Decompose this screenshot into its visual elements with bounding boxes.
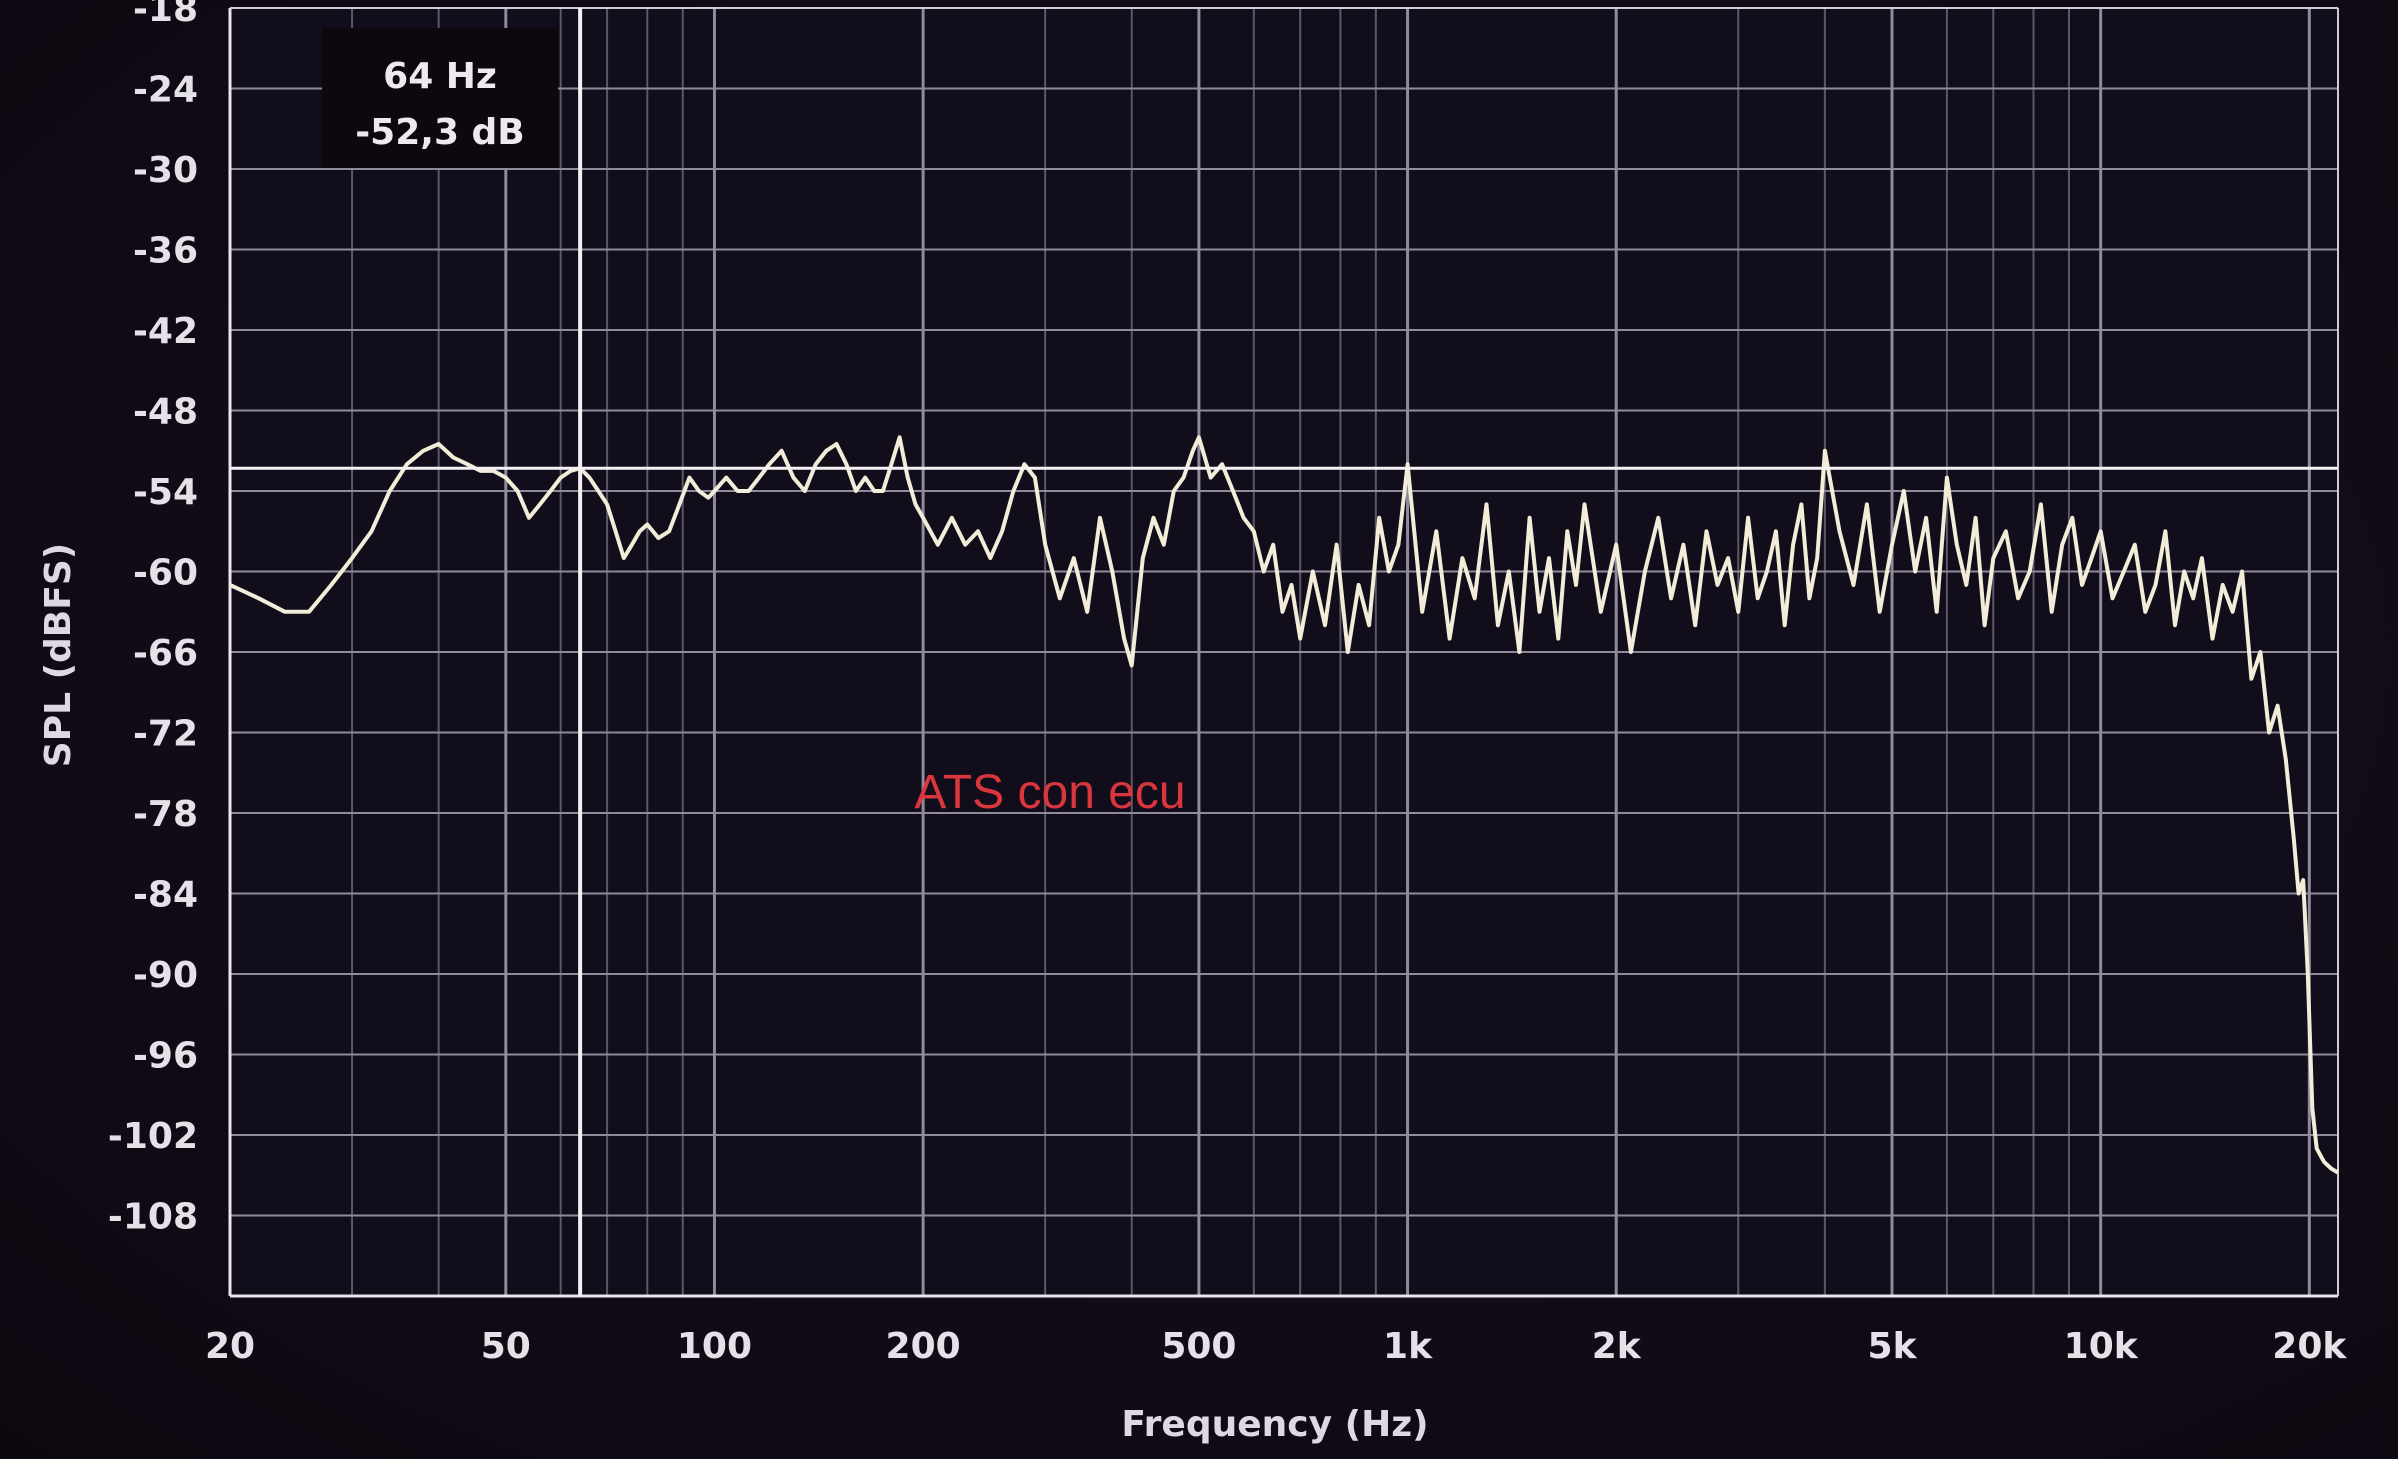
y-tick-label: -54 xyxy=(133,472,198,513)
cursor-level-readout: -52,3 dB xyxy=(355,112,525,153)
x-tick-label: 5k xyxy=(1868,1326,1918,1367)
y-tick-label: -72 xyxy=(133,714,198,755)
x-tick-label: 500 xyxy=(1161,1326,1236,1367)
x-axis-label: Frequency (Hz) xyxy=(1121,1404,1428,1445)
y-tick-label: -24 xyxy=(133,70,198,111)
x-tick-label: 1k xyxy=(1383,1326,1433,1367)
y-tick-label: -42 xyxy=(133,311,198,352)
x-tick-label: 100 xyxy=(677,1326,752,1367)
y-tick-label: -60 xyxy=(133,553,198,594)
chart-annotation: ATS con ecu xyxy=(914,766,1185,819)
y-tick-label: -36 xyxy=(133,231,198,272)
x-tick-label: 2k xyxy=(1592,1326,1642,1367)
response-series-line xyxy=(229,435,2340,1175)
cursor-readout-box xyxy=(322,28,558,168)
x-tick-label: 200 xyxy=(886,1326,961,1367)
y-tick-label: -84 xyxy=(133,875,198,916)
y-tick-label: -96 xyxy=(133,1036,198,1077)
x-tick-label: 20k xyxy=(2272,1326,2347,1367)
y-tick-label: -30 xyxy=(133,150,198,191)
y-tick-labels: -18 -24 -30 -36 -42 -48 -54 -60 -66 -72 -78 -84 -90 -… xyxy=(108,0,198,1238)
y-tick-label: -90 xyxy=(133,955,198,996)
y-axis-label: SPL (dBFS) xyxy=(38,543,79,767)
grid-major xyxy=(228,7,2338,1296)
y-tick-label: -108 xyxy=(108,1197,198,1238)
x-tick-labels: 20 50 100 200 500 1k 2k 5k 10k 20k xyxy=(205,1326,2347,1367)
y-tick-label: -66 xyxy=(133,633,198,674)
y-tick-label: -78 xyxy=(133,794,198,835)
x-tick-label: 10k xyxy=(2064,1326,2139,1367)
y-tick-label: -48 xyxy=(133,392,198,433)
y-tick-label: -18 xyxy=(133,0,198,30)
x-tick-label: 20 xyxy=(205,1326,255,1367)
cursor-frequency-readout: 64 Hz xyxy=(383,56,497,97)
x-tick-label: 50 xyxy=(481,1326,531,1367)
y-tick-label: -102 xyxy=(108,1116,198,1157)
